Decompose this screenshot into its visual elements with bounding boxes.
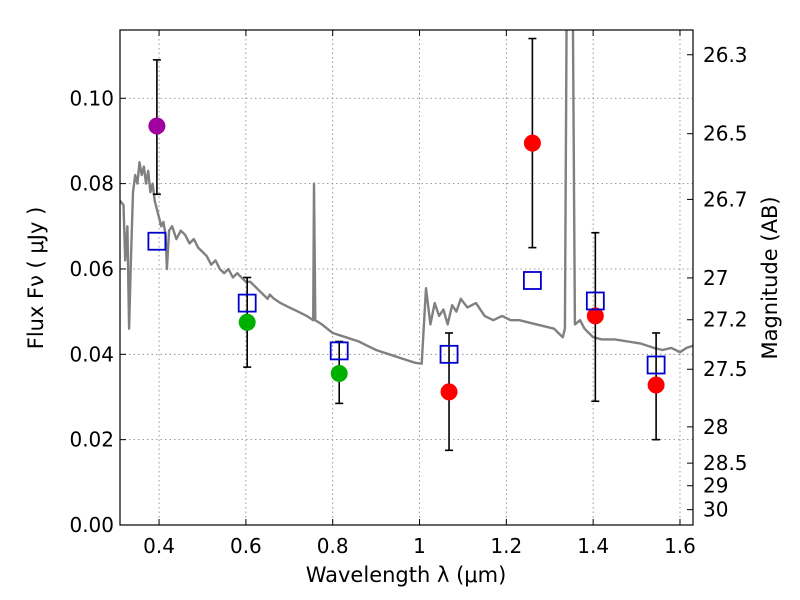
y-tick-label: 0.06 (69, 257, 114, 281)
error-bars (152, 37, 661, 452)
model-point (329, 341, 349, 361)
x-tick-label: 1.6 (664, 534, 696, 558)
x-tick-label: 1 (413, 534, 426, 558)
y2-tick-label: 26.7 (703, 187, 748, 211)
model-points (147, 231, 666, 375)
y2-tick-label: 26.3 (703, 43, 748, 67)
grid-lines (120, 30, 693, 526)
y-tick-label: 0.10 (69, 86, 114, 110)
model-point (522, 271, 542, 290)
sed-template (120, 30, 693, 365)
y2-tick-label: 26.5 (703, 122, 748, 146)
y2-tick-label: 27 (703, 266, 728, 290)
observed-point (647, 376, 665, 394)
sed-line (120, 30, 693, 365)
model-point (585, 291, 605, 311)
y2-axis-label: Magnitude (AB) (758, 196, 782, 359)
observed-point (148, 117, 166, 135)
x-tick-label: 0.8 (317, 534, 349, 558)
model-point (237, 293, 257, 313)
x-tick-label: 1.4 (577, 534, 609, 558)
x-tick-label: 1.2 (490, 534, 522, 558)
y2-tick-label: 27.2 (703, 308, 748, 332)
y-tick-label: 0.08 (69, 172, 114, 196)
observed-points (148, 117, 665, 401)
observed-point (440, 383, 458, 401)
y2-tick-label: 29 (703, 474, 728, 498)
axis-ticks: 0.4 0.6 0.8 1 1.2 1.4 1.6 0.00 0.02 0.04 0.06 0.08 0… (69, 30, 748, 558)
y2-tick-label: 30 (703, 498, 728, 522)
x-tick-label: 0.6 (230, 534, 262, 558)
y2-tick-label: 27.5 (703, 357, 748, 381)
observed-point (586, 307, 604, 325)
model-point (439, 344, 459, 364)
x-tick-label: 0.4 (143, 534, 175, 558)
plot-frame (119, 29, 694, 526)
y2-tick-label: 28.5 (703, 451, 748, 475)
model-point (147, 231, 167, 251)
observed-point (238, 313, 256, 331)
y-tick-label: 0.02 (69, 428, 114, 452)
observed-point (523, 134, 541, 152)
y-tick-label: 0.00 (69, 513, 114, 537)
y2-tick-label: 28 (703, 415, 728, 439)
model-point (646, 355, 666, 375)
y-tick-label: 0.04 (69, 342, 114, 366)
observed-point (330, 365, 348, 383)
y-axis-label: Flux Fν ( μJy ) (24, 207, 48, 350)
x-axis-label: Wavelength λ (μm) (306, 563, 507, 587)
